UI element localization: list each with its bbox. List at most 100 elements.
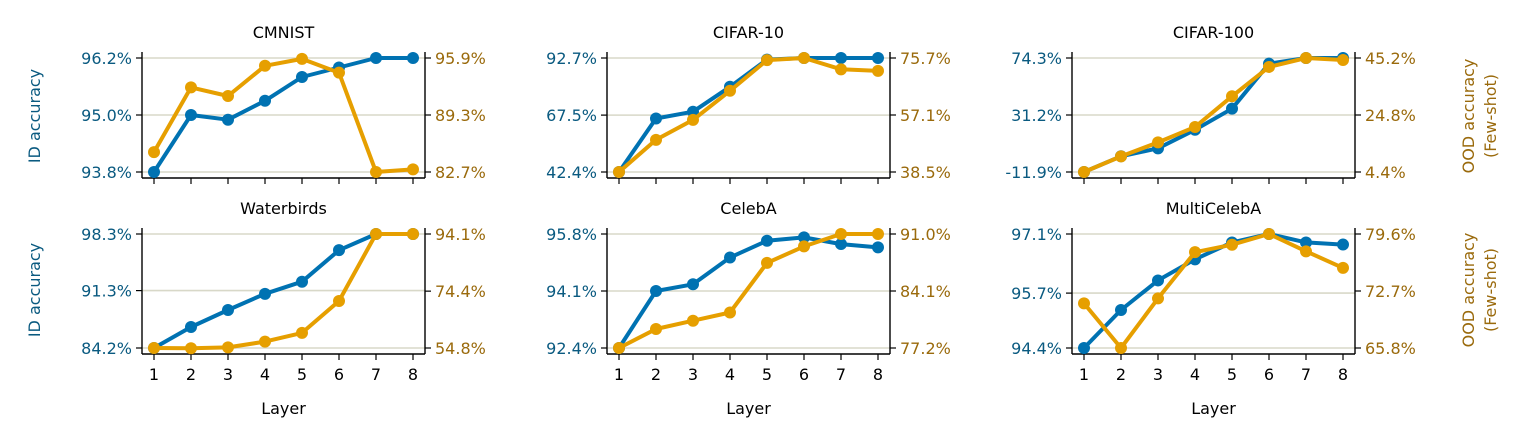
- ood-accuracy-point: [185, 342, 197, 355]
- id-accuracy-point: [222, 113, 234, 126]
- right-tick-label: 38.5%: [900, 163, 951, 182]
- x-tick-label: 5: [1227, 365, 1237, 384]
- id-accuracy-point: [1152, 274, 1164, 287]
- panel-cifar-100: CIFAR-100 -11.9% 31.2% 74.3% 4.4% 24.8% 45.2%: [1005, 23, 1416, 184]
- right-tick-label: 4.4%: [1365, 163, 1406, 182]
- x-tick-label: 1: [149, 365, 159, 384]
- ood-accuracy-point: [296, 52, 308, 65]
- id-accuracy-point: [835, 238, 847, 251]
- ood-accuracy-point: [148, 146, 160, 159]
- left-tick-label: 95.0%: [81, 106, 132, 125]
- id-ylabel-bottom: ID accuracy: [25, 243, 44, 337]
- x-tick-label: 2: [1116, 365, 1126, 384]
- x-tick-label: 6: [1264, 365, 1274, 384]
- ood-accuracy-point: [407, 228, 419, 240]
- ood-accuracy-point: [1263, 60, 1275, 73]
- ood-accuracy-point: [259, 59, 271, 72]
- ood-accuracy-point: [761, 54, 773, 67]
- left-tick-label: 96.2%: [81, 49, 132, 68]
- left-tick-label: 92.7%: [546, 49, 597, 68]
- ood-accuracy-point: [687, 113, 699, 126]
- ood-accuracy-point: [1300, 52, 1312, 64]
- id-accuracy-point: [296, 71, 308, 83]
- ood-accuracy-point: [259, 335, 271, 348]
- ood-accuracy-point: [613, 166, 625, 178]
- x-axis-label: Layer: [261, 399, 306, 418]
- ood-accuracy-point: [687, 314, 699, 327]
- x-tick-label: 1: [1079, 365, 1089, 384]
- left-tick-label: 42.4%: [546, 163, 597, 182]
- x-tick-label: 7: [836, 365, 846, 384]
- x-tick-label: 2: [186, 365, 196, 384]
- x-tick-label: 5: [297, 365, 307, 384]
- ood-accuracy-point: [798, 240, 810, 253]
- ood-accuracy-point: [1263, 228, 1275, 240]
- ood-accuracy-point: [333, 66, 345, 79]
- panel-celeba: CelebA 92.4% 94.1% 95.8% 77.2% 84.1% 91.0% 1 2 3 4…: [546, 199, 951, 418]
- x-tick-label: 6: [334, 365, 344, 384]
- panel-title: Waterbirds: [240, 199, 327, 218]
- left-tick-label: 74.3%: [1011, 49, 1062, 68]
- panel-waterbirds: Waterbirds 84.2% 91.3% 98.3% 54.8% 74.4% 94.1%…: [81, 199, 486, 418]
- x-axis-label: Layer: [1191, 399, 1236, 418]
- id-accuracy-point: [761, 234, 773, 247]
- left-tick-label: 94.4%: [1011, 339, 1062, 358]
- ood-accuracy-point: [761, 256, 773, 269]
- id-accuracy-point: [872, 241, 884, 254]
- right-tick-label: 45.2%: [1365, 49, 1416, 68]
- ood-ylabel-bottom-line2: (Few-shot): [1481, 248, 1500, 332]
- x-tick-label: 4: [1190, 365, 1200, 384]
- right-tick-label: 65.8%: [1365, 339, 1416, 358]
- ood-accuracy-point: [370, 228, 382, 240]
- id-accuracy-point: [333, 244, 345, 257]
- ood-accuracy-point: [1115, 342, 1127, 354]
- left-tick-label: 67.5%: [546, 106, 597, 125]
- id-accuracy-point: [370, 52, 382, 64]
- ood-accuracy-point: [370, 166, 382, 178]
- ood-accuracy-point: [724, 84, 736, 97]
- ood-accuracy-point: [1078, 297, 1090, 310]
- id-accuracy-point: [798, 231, 810, 244]
- ood-accuracy-line: [153, 232, 413, 351]
- x-tick-label: 2: [651, 365, 661, 384]
- ood-accuracy-point: [1337, 53, 1349, 66]
- right-tick-label: 72.7%: [1365, 282, 1416, 301]
- ood-accuracy-point: [835, 63, 847, 76]
- id-accuracy-point: [222, 304, 234, 316]
- left-tick-label: -11.9%: [1005, 163, 1062, 182]
- ood-accuracy-point: [724, 306, 736, 319]
- id-accuracy-point: [872, 52, 884, 64]
- right-tick-label: 94.1%: [435, 225, 486, 244]
- right-tick-label: 57.1%: [900, 106, 951, 125]
- left-tick-label: 93.8%: [81, 163, 132, 182]
- id-accuracy-line: [617, 235, 879, 350]
- right-tick-label: 74.4%: [435, 282, 486, 301]
- id-accuracy-point: [185, 320, 197, 333]
- id-accuracy-point: [1337, 238, 1349, 251]
- ood-accuracy-point: [650, 133, 662, 146]
- x-tick-label: 1: [614, 365, 624, 384]
- left-tick-label: 97.1%: [1011, 225, 1062, 244]
- left-tick-label: 95.7%: [1011, 284, 1062, 303]
- id-accuracy-point: [650, 112, 662, 125]
- x-tick-label: 7: [371, 365, 381, 384]
- id-accuracy-point: [724, 251, 736, 264]
- right-tick-label: 95.9%: [435, 49, 486, 68]
- x-tick-label: 8: [873, 365, 883, 384]
- x-tick-label: 8: [1338, 365, 1348, 384]
- x-tick-label: 8: [408, 365, 418, 384]
- right-tick-label: 79.6%: [1365, 225, 1416, 244]
- ood-accuracy-point: [1337, 261, 1349, 274]
- ood-accuracy-point: [1189, 121, 1201, 134]
- right-tick-label: 75.7%: [900, 49, 951, 68]
- ood-accuracy-point: [333, 295, 345, 308]
- ood-accuracy-point: [222, 90, 234, 102]
- ood-accuracy-point: [296, 326, 308, 339]
- id-ylabel-top: ID accuracy: [25, 69, 44, 163]
- ood-accuracy-point: [650, 323, 662, 335]
- id-accuracy-line: [152, 56, 413, 174]
- ood-accuracy-point: [835, 228, 847, 240]
- right-tick-label: 77.2%: [900, 339, 951, 358]
- right-tick-label: 89.3%: [435, 106, 486, 125]
